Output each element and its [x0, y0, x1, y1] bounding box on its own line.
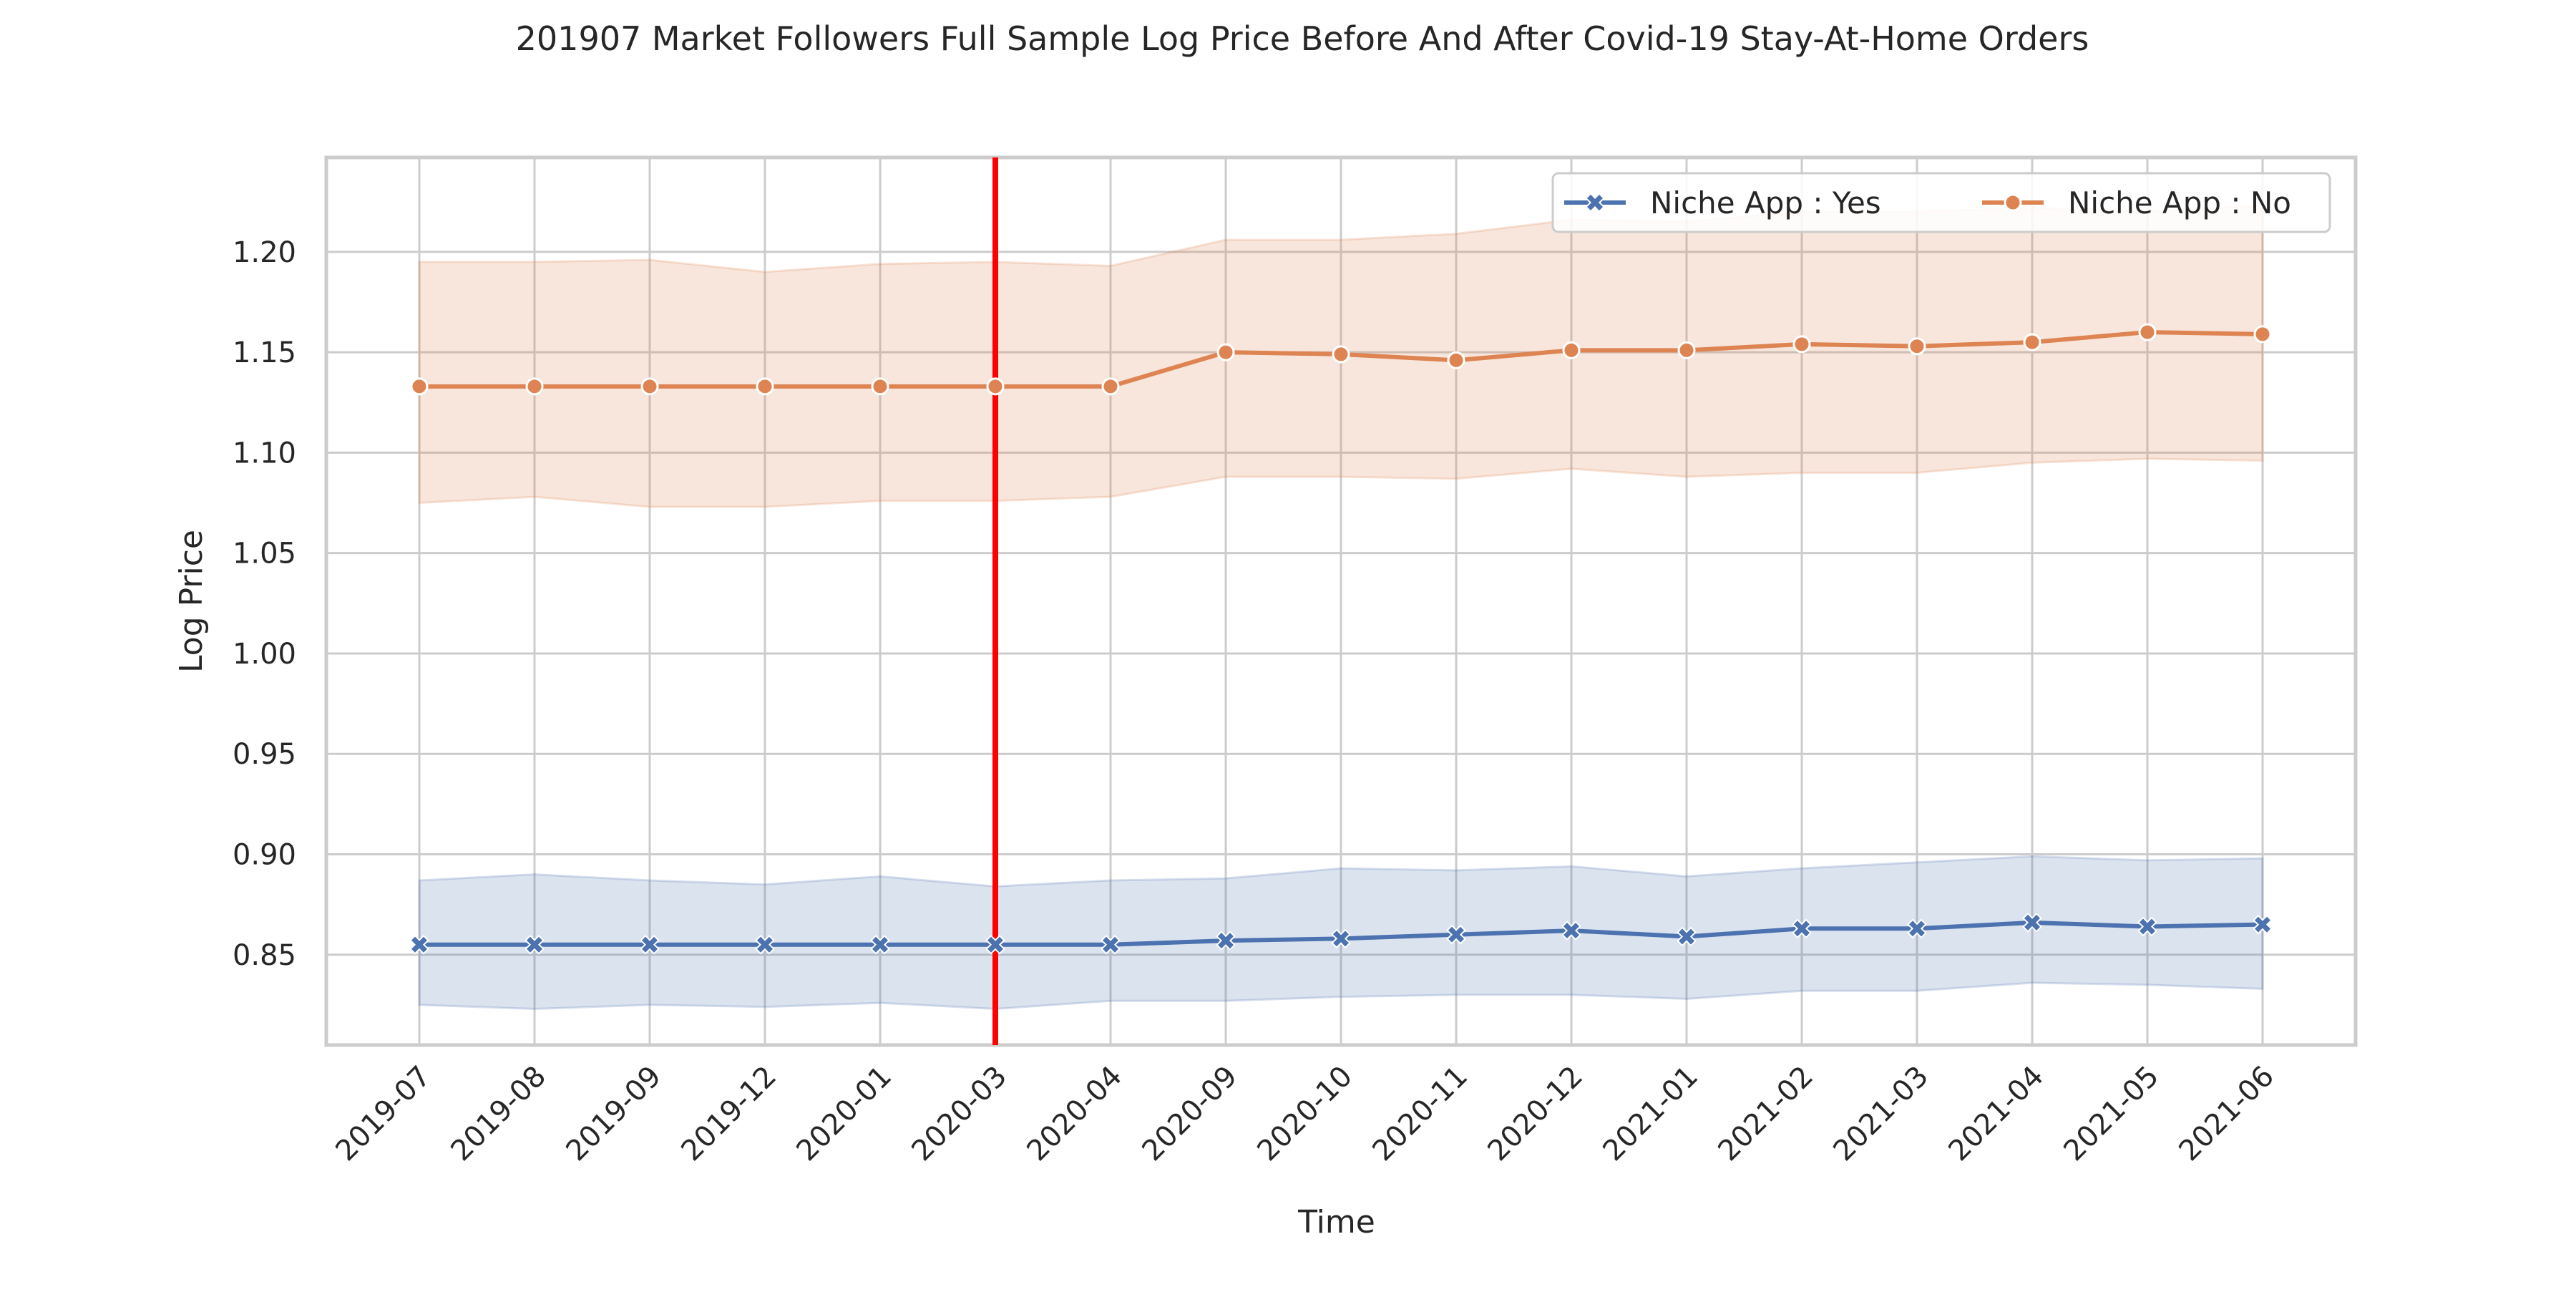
y-tick-label: 1.05 — [233, 538, 296, 570]
data-point — [1561, 921, 1581, 941]
marker-bar — [1333, 931, 1349, 947]
legend-box — [1551, 172, 2331, 233]
marker-bar — [2024, 914, 2040, 931]
marker-bar — [527, 936, 542, 953]
y-tick-label: 1.15 — [233, 336, 296, 369]
x-tick-label: 2019-08 — [444, 1060, 552, 1168]
data-point — [1447, 351, 1465, 369]
x-tick-label: 2020-12 — [1481, 1060, 1589, 1168]
y-axis-label: Log Price — [173, 530, 210, 673]
data-point — [1677, 926, 1697, 947]
marker-bar — [1587, 195, 1603, 210]
data-point — [2138, 323, 2157, 341]
x-tick-label: 2020-11 — [1366, 1060, 1474, 1168]
y-axis-ticks: 0.85 0.90 0.95 1.00 1.05 1.10 1.15 1.20 — [233, 236, 296, 972]
confidence-band — [418, 855, 2264, 1011]
x-tick-label: 2020-09 — [1136, 1060, 1244, 1168]
x-tick-label: 2021-04 — [1942, 1060, 2050, 1168]
x-tick-label: 2021-06 — [2172, 1060, 2280, 1168]
data-point — [2253, 325, 2272, 344]
chart-title: 201907 Market Followers Full Sample Log … — [516, 19, 2089, 58]
data-point — [1216, 931, 1236, 951]
marker-bar — [757, 936, 773, 953]
legend-label: Niche App : Yes — [1650, 185, 1881, 220]
y-tick-label: 0.95 — [233, 738, 296, 771]
data-point — [2253, 914, 2273, 935]
y-tick-label: 1.00 — [233, 638, 296, 671]
series-lines — [409, 323, 2273, 955]
data-point — [2137, 916, 2157, 937]
legend: Niche App : Yes Niche App : No — [1551, 172, 2331, 233]
data-point — [1677, 341, 1696, 359]
data-point — [1792, 335, 1811, 354]
data-point — [1216, 343, 1235, 361]
x-tick-label: 2019-07 — [329, 1060, 437, 1168]
data-point — [409, 934, 429, 955]
marker-bar — [2255, 916, 2270, 933]
grid-lines — [326, 157, 2356, 1045]
data-point — [2022, 913, 2042, 933]
data-point — [1792, 918, 1812, 939]
marker-bar — [1448, 926, 1464, 943]
data-point — [525, 934, 545, 955]
x-tick-label: 2020-01 — [790, 1060, 898, 1168]
x-tick-label: 2021-05 — [2057, 1060, 2165, 1168]
x-tick-label: 2020-04 — [1020, 1060, 1128, 1168]
legend-label: Niche App : No — [2068, 185, 2291, 220]
x-tick-label: 2021-01 — [1596, 1060, 1704, 1168]
data-point — [2023, 333, 2041, 351]
marker-bar — [1103, 936, 1118, 953]
data-point — [1446, 924, 1466, 945]
x-tick-label: 2020-10 — [1251, 1060, 1359, 1168]
marker-bar — [1794, 921, 1810, 937]
y-tick-label: 1.20 — [233, 236, 296, 269]
y-tick-label: 1.10 — [233, 437, 296, 470]
x-tick-label: 2021-02 — [1712, 1060, 1820, 1168]
y-tick-label: 0.85 — [233, 939, 296, 972]
data-point — [1331, 928, 1351, 949]
x-axis-label: Time — [1297, 1204, 1375, 1240]
x-tick-label: 2019-09 — [560, 1060, 668, 1168]
data-point — [410, 377, 429, 396]
marker-bar — [987, 936, 1003, 953]
marker-bar — [872, 936, 888, 953]
legend-marker — [2004, 193, 2022, 212]
y-tick-label: 0.90 — [233, 838, 296, 871]
data-point — [871, 377, 889, 396]
data-point — [1332, 345, 1350, 364]
data-point — [525, 377, 544, 396]
legend-marker — [1585, 193, 1605, 213]
marker-bar — [1563, 923, 1579, 939]
marker-bar — [1679, 928, 1694, 945]
marker-bar — [2140, 918, 2155, 935]
data-point — [986, 377, 1005, 396]
data-point — [640, 377, 659, 396]
data-point — [1908, 337, 1926, 356]
data-point — [755, 934, 775, 955]
data-point — [1101, 934, 1121, 955]
x-tick-label: 2021-03 — [1827, 1060, 1935, 1168]
x-tick-label: 2019-12 — [675, 1060, 783, 1168]
data-point — [1101, 377, 1120, 396]
data-point — [870, 934, 890, 955]
data-point — [640, 934, 660, 955]
marker-bar — [1909, 921, 1925, 937]
data-point — [985, 934, 1005, 955]
data-point — [756, 377, 774, 396]
marker-bar — [642, 936, 658, 953]
data-point — [1562, 341, 1581, 359]
marker-bar — [411, 936, 427, 953]
x-axis-ticks: 2019-07 2019-08 2019-09 2019-12 2020-01 2020-… — [329, 1060, 2280, 1168]
x-tick-label: 2020-03 — [905, 1060, 1013, 1168]
marker-bar — [1218, 933, 1234, 949]
data-point — [1907, 918, 1927, 939]
